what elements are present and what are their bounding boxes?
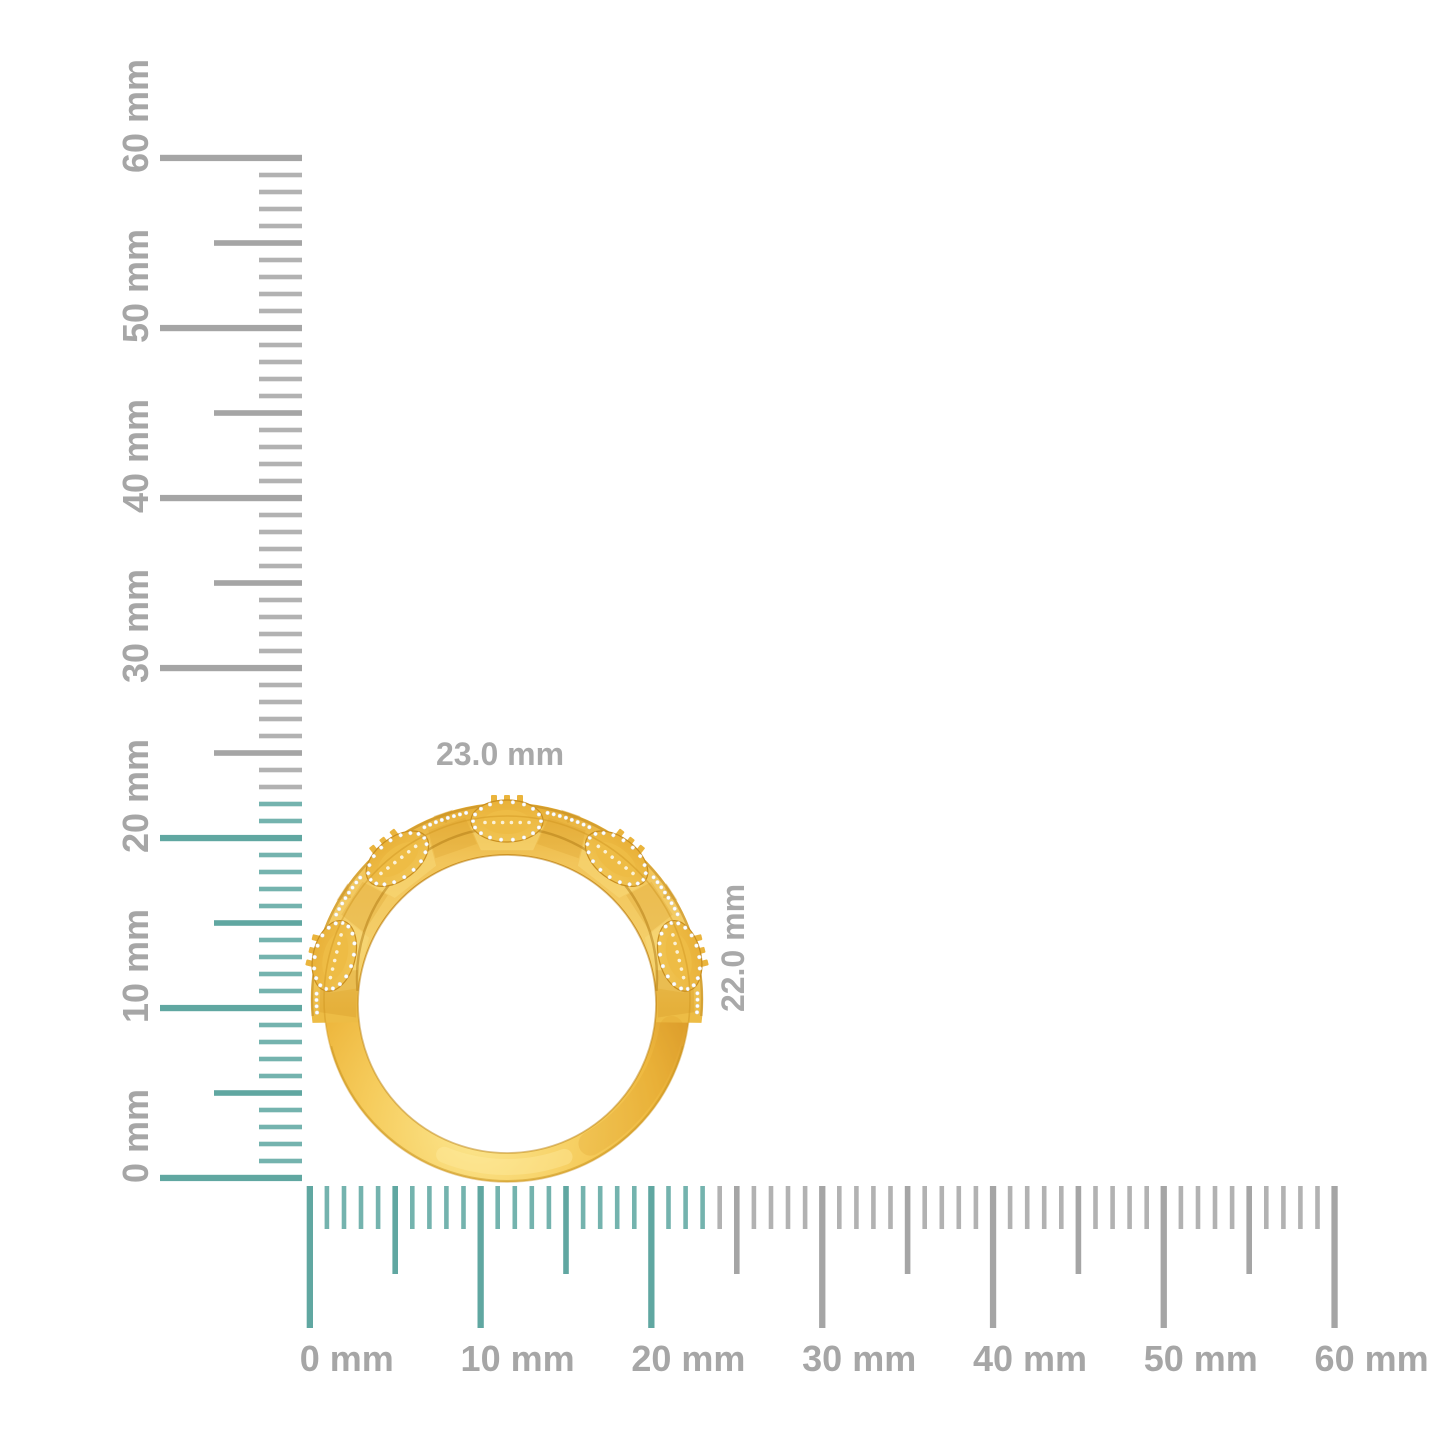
svg-text:30 mm: 30 mm: [115, 569, 156, 683]
svg-text:40 mm: 40 mm: [115, 399, 156, 513]
svg-text:22.0 mm: 22.0 mm: [715, 884, 751, 1012]
svg-text:23.0 mm: 23.0 mm: [436, 736, 564, 772]
svg-text:30 mm: 30 mm: [802, 1338, 916, 1379]
svg-text:50 mm: 50 mm: [115, 229, 156, 343]
svg-text:40 mm: 40 mm: [973, 1338, 1087, 1379]
svg-text:60 mm: 60 mm: [1315, 1338, 1429, 1379]
svg-text:20 mm: 20 mm: [631, 1338, 745, 1379]
svg-text:0 mm: 0 mm: [300, 1338, 394, 1379]
svg-text:10 mm: 10 mm: [115, 909, 156, 1023]
svg-text:20 mm: 20 mm: [115, 739, 156, 853]
svg-text:0 mm: 0 mm: [115, 1089, 156, 1183]
svg-text:50 mm: 50 mm: [1144, 1338, 1258, 1379]
svg-text:10 mm: 10 mm: [461, 1338, 575, 1379]
svg-text:60 mm: 60 mm: [115, 59, 156, 173]
